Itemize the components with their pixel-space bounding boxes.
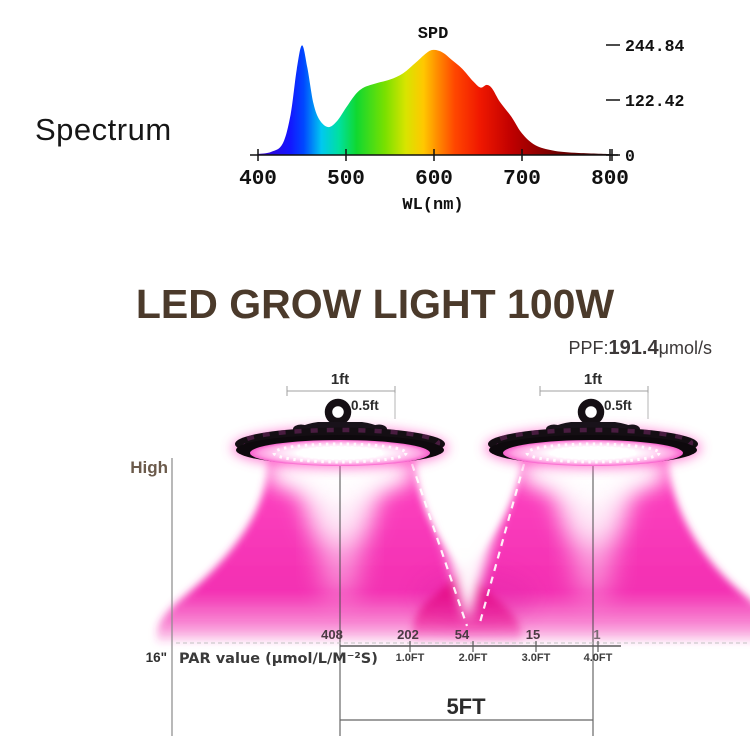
left-hang-measurement xyxy=(286,386,396,419)
led-ring xyxy=(272,442,408,464)
ppf-unit: μmol/s xyxy=(658,338,712,358)
par-value: 54 xyxy=(455,627,470,642)
dashed-beam-edge-left xyxy=(410,463,469,627)
par-value: 1 xyxy=(593,627,600,642)
distance-label: 4.0FT xyxy=(584,652,613,664)
par-value: 202 xyxy=(397,627,419,642)
coverage-diagram: 408 202 54 15 1 1.0FT 2.0FT 3.0FT 4.0FT 5FT High… xyxy=(130,371,750,736)
grow-light-fixture-left xyxy=(232,398,448,468)
span-label: 5FT xyxy=(446,694,486,719)
distance-label: 1.0FT xyxy=(396,652,425,664)
spd-chart: SPD 400 500 600 700 800 244.84 122.42 0 WL(nm) xyxy=(239,25,685,215)
hook-height-label-left: 0.5ft xyxy=(351,398,379,413)
beam-gap xyxy=(418,458,519,622)
right-hang-measurement xyxy=(539,386,649,419)
hang-width-label-left: 1ft xyxy=(331,371,349,388)
spd-chart-title: SPD xyxy=(418,25,449,44)
distance-label: 2.0FT xyxy=(459,652,488,664)
spectrum-section-label: Spectrum xyxy=(35,112,172,147)
spd-x-ticks: 400 500 600 700 800 xyxy=(239,149,629,191)
spd-x-tick-label: 400 xyxy=(239,168,277,191)
high-label: High xyxy=(130,458,168,477)
spd-y-tick-label: 0 xyxy=(625,147,635,166)
par-value: 408 xyxy=(321,627,343,642)
hang-width-label-right: 1ft xyxy=(584,371,602,388)
ppf-value: 191.4 xyxy=(608,337,659,359)
spd-curve xyxy=(258,45,610,156)
spd-y-tick-label: 122.42 xyxy=(625,92,684,111)
dashed-beam-edge-right xyxy=(477,463,526,627)
spd-x-axis-label: WL(nm) xyxy=(402,196,463,215)
led-ring xyxy=(296,446,384,460)
ppf-label: PPF: xyxy=(568,338,609,358)
spd-x-tick-label: 800 xyxy=(591,168,629,191)
spd-x-tick-label: 600 xyxy=(415,168,453,191)
ppf-line: PPF:191.4μmol/s xyxy=(569,337,712,360)
spd-x-tick-label: 700 xyxy=(503,168,541,191)
par-value: 15 xyxy=(526,627,540,642)
distance-label: 3.0FT xyxy=(522,652,551,664)
height-16in-label: 16" xyxy=(146,650,167,665)
grow-light-fixture-right xyxy=(485,403,701,469)
hanging-hook-icon xyxy=(324,398,352,426)
spd-y-ticks: 244.84 122.42 0 xyxy=(606,37,685,166)
par-axis-label: PAR value (μmol/L/M⁻²S) xyxy=(179,651,378,667)
product-title: LED GROW LIGHT 100W xyxy=(135,281,615,327)
spd-y-tick-label: 244.84 xyxy=(625,37,685,56)
par-scale: 408 202 54 15 1 1.0FT 2.0FT 3.0FT 4.0FT xyxy=(321,627,612,664)
spd-x-tick-label: 500 xyxy=(327,168,365,191)
hook-height-label-right: 0.5ft xyxy=(604,398,632,413)
